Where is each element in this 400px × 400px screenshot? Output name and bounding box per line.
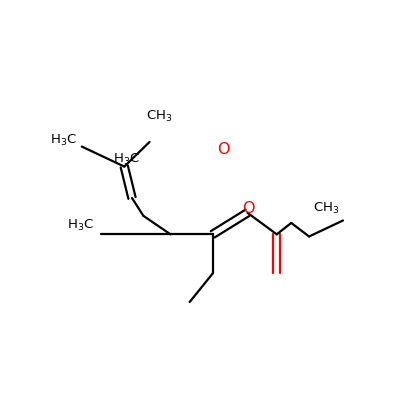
Text: O: O: [242, 201, 254, 216]
Text: H$_3$C: H$_3$C: [50, 133, 77, 148]
Text: H$_3$C: H$_3$C: [67, 218, 94, 233]
Text: O: O: [217, 142, 230, 157]
Text: H$_3$C: H$_3$C: [114, 152, 140, 167]
Text: CH$_3$: CH$_3$: [313, 201, 339, 216]
Text: CH$_3$: CH$_3$: [146, 109, 173, 124]
